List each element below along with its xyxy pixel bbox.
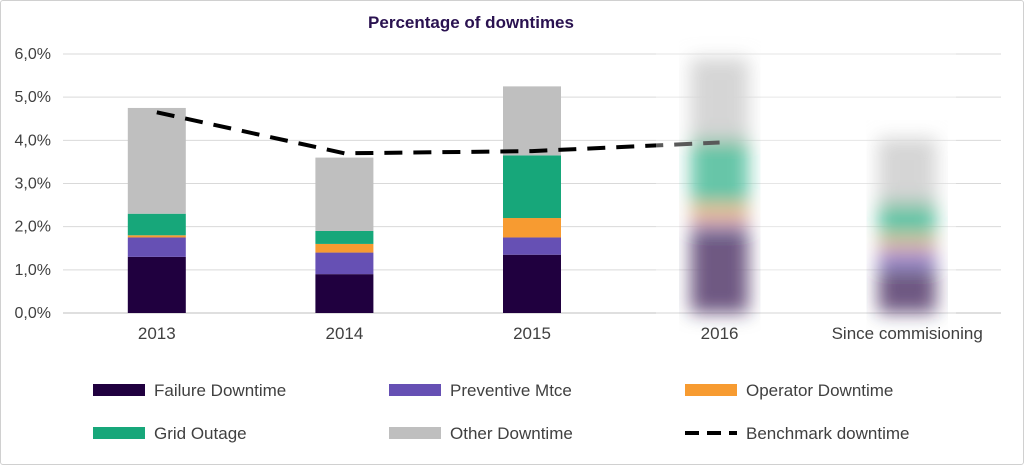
legend-item: Operator Downtime bbox=[685, 381, 893, 400]
bar-segment bbox=[127, 235, 186, 238]
x-tick-label: Since commisioning bbox=[832, 324, 983, 343]
bar-stack bbox=[690, 58, 749, 313]
bar-segment bbox=[690, 58, 749, 139]
legend-label: Failure Downtime bbox=[154, 381, 286, 400]
bar-segment bbox=[127, 107, 186, 214]
bar-segment bbox=[315, 252, 374, 275]
bar-segment bbox=[315, 274, 374, 313]
bar-segment bbox=[690, 220, 749, 229]
benchmark-line-layer bbox=[156, 110, 908, 156]
legend-swatch bbox=[389, 427, 441, 439]
x-tick-label: 2015 bbox=[513, 324, 551, 343]
legend-item: Benchmark downtime bbox=[685, 424, 909, 443]
bar-segment bbox=[878, 138, 937, 201]
bar-segment bbox=[878, 239, 937, 249]
bar-stack bbox=[878, 138, 937, 313]
legend-swatch bbox=[685, 384, 737, 396]
bar-segment bbox=[503, 155, 561, 219]
legend-label: Preventive Mtce bbox=[450, 381, 572, 400]
bar-segment bbox=[503, 254, 561, 313]
legend-swatch bbox=[93, 384, 145, 396]
legend-swatch bbox=[389, 384, 441, 396]
legend-label: Operator Downtime bbox=[746, 381, 893, 400]
blurred-region bbox=[656, 36, 956, 331]
bar-segment bbox=[878, 248, 937, 268]
x-tick-label: 2013 bbox=[138, 324, 176, 343]
bar-segment bbox=[127, 256, 186, 313]
bar-stack bbox=[127, 107, 186, 313]
chart-title: Percentage of downtimes bbox=[368, 13, 574, 32]
y-tick-label: 6,0% bbox=[15, 46, 51, 63]
y-tick-label: 3,0% bbox=[15, 176, 51, 193]
legend-item: Preventive Mtce bbox=[389, 381, 572, 400]
legend-label: Benchmark downtime bbox=[746, 424, 909, 443]
legend-label: Other Downtime bbox=[450, 424, 573, 443]
bar-segment bbox=[503, 218, 561, 238]
benchmark-line bbox=[156, 110, 720, 156]
bar-segment bbox=[315, 230, 374, 244]
legend-swatch bbox=[93, 427, 145, 439]
x-axis-ticks: 2013 2014 2015 2016 Since commisioning bbox=[138, 324, 983, 343]
bar-segment bbox=[878, 200, 937, 240]
legend: Failure Downtime Preventive Mtce Operator … bbox=[93, 381, 909, 443]
legend-item: Grid Outage bbox=[93, 424, 247, 443]
legend-label: Grid Outage bbox=[154, 424, 247, 443]
bar-segment bbox=[690, 228, 749, 313]
bar-stack bbox=[315, 157, 374, 313]
bars bbox=[127, 58, 937, 313]
x-tick-label: 2014 bbox=[325, 324, 363, 343]
y-tick-label: 5,0% bbox=[15, 89, 51, 106]
bar-segment bbox=[315, 157, 374, 231]
legend-item: Failure Downtime bbox=[93, 381, 286, 400]
bar-segment bbox=[127, 237, 186, 257]
bar-stack bbox=[503, 86, 561, 313]
legend-item: Other Downtime bbox=[389, 424, 573, 443]
bar-segment bbox=[127, 213, 186, 236]
y-tick-label: 2,0% bbox=[15, 219, 51, 236]
bar-segment bbox=[315, 243, 374, 253]
bar-segment bbox=[690, 207, 749, 221]
y-tick-label: 1,0% bbox=[15, 262, 51, 279]
y-tick-label: 4,0% bbox=[15, 132, 51, 149]
y-axis-ticks: 0,0% 1,0% 2,0% 3,0% 4,0% 5,0% 6,0% bbox=[15, 46, 51, 322]
x-tick-label: 2016 bbox=[701, 324, 739, 343]
bar-segment bbox=[503, 237, 561, 255]
bar-segment bbox=[878, 267, 937, 313]
bar-segment bbox=[503, 86, 561, 156]
bar-segment bbox=[690, 138, 749, 208]
y-tick-label: 0,0% bbox=[15, 305, 51, 322]
